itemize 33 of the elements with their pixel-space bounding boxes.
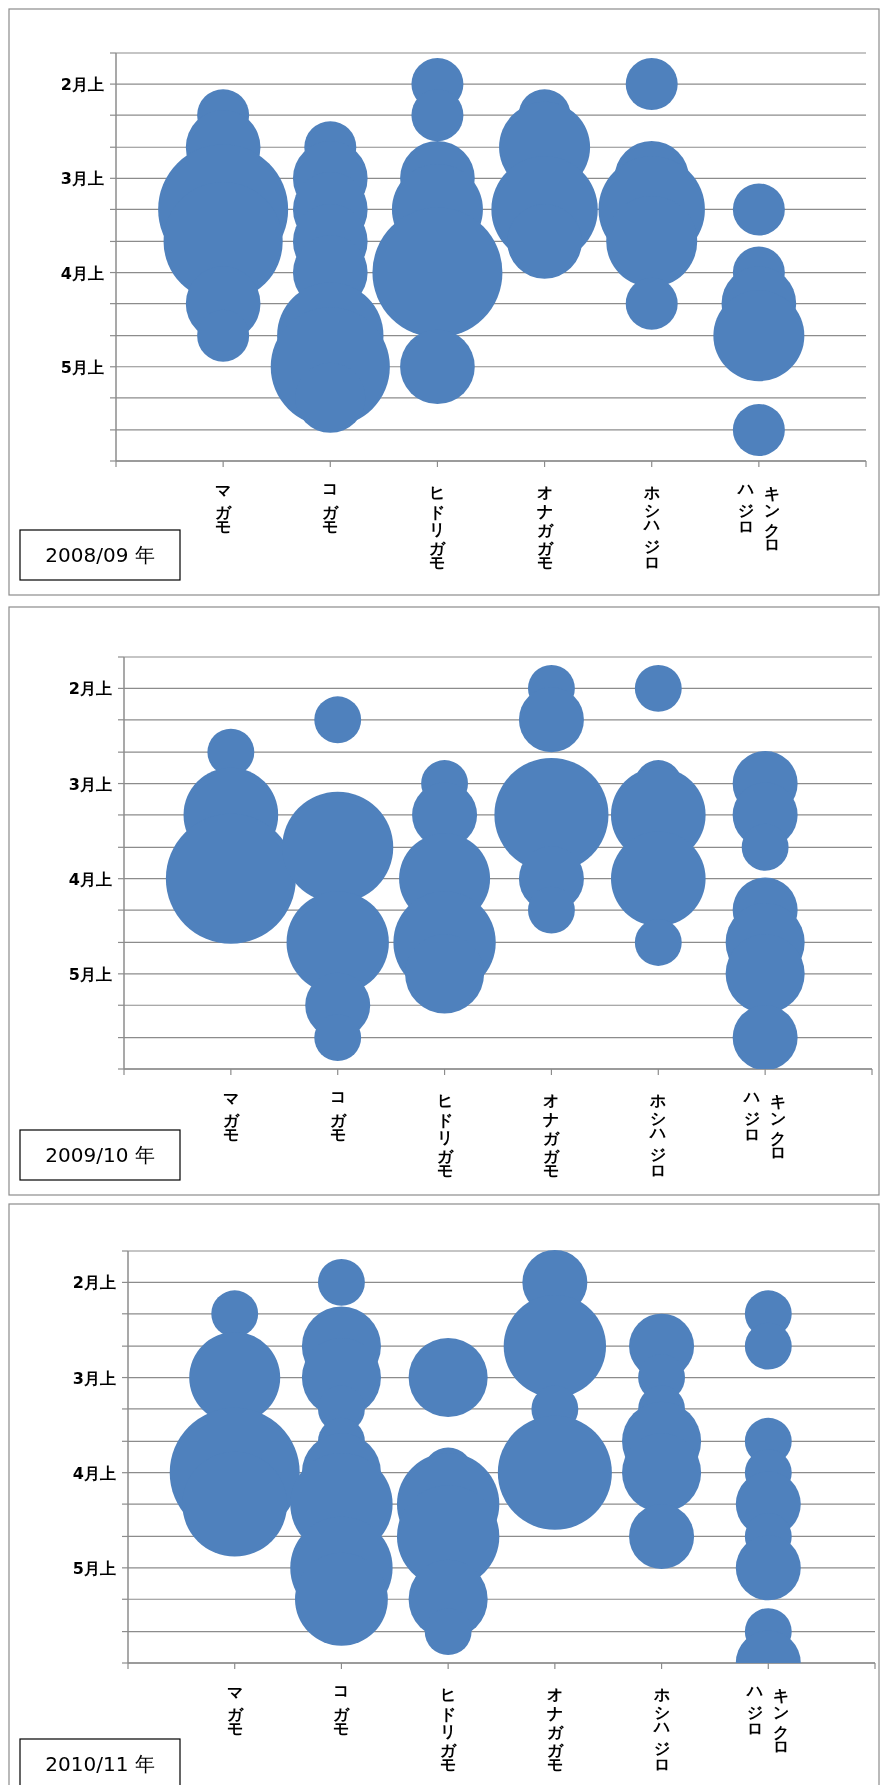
- x-tick-label: コガモ: [331, 1677, 353, 1731]
- y-tick-label: 2月上: [68, 679, 112, 699]
- x-tick-label: ホシハジロ: [648, 1083, 670, 1173]
- y-tick-label: 4月上: [72, 1463, 116, 1483]
- x-tick-label: キンクロハジロ: [742, 1083, 790, 1158]
- y-tick-label: 4月上: [68, 869, 112, 889]
- y-tick-label: 3月上: [72, 1368, 116, 1388]
- x-tick-label: コガモ: [320, 475, 342, 529]
- text: 2008/09 年: [45, 543, 155, 567]
- y-tick-label: 5月上: [68, 964, 112, 984]
- y-tick-label: 3月上: [60, 169, 104, 189]
- x-tick-label: ホシハジロ: [651, 1677, 673, 1767]
- y-tick-label: 5月上: [60, 357, 104, 377]
- x-tick-label: マガモ: [224, 1677, 246, 1731]
- x-tick-label: オナガガモ: [544, 1677, 566, 1767]
- y-tick-label: 5月上: [72, 1558, 116, 1578]
- y-tick-label: 2月上: [72, 1273, 116, 1293]
- x-tick-label: ヒドリガモ: [438, 1677, 460, 1767]
- x-tick-label: マガモ: [213, 475, 235, 529]
- x-tick-label: ホシハジロ: [641, 475, 663, 565]
- x-tick-label: ヒドリガモ: [434, 1083, 456, 1173]
- x-tick-label: キンクロハジロ: [745, 1677, 793, 1752]
- x-tick-label: オナガガモ: [541, 1083, 563, 1173]
- y-tick-label: 4月上: [60, 263, 104, 283]
- x-tick-label: オナガガモ: [534, 475, 556, 565]
- text: 2010/11 年: [45, 1752, 155, 1776]
- text: 2009/10 年: [45, 1143, 155, 1167]
- x-tick-label: キンクロハジロ: [735, 475, 783, 550]
- y-tick-label: 2月上: [60, 75, 104, 95]
- x-tick-label: ヒドリガモ: [427, 475, 449, 565]
- x-tick-label: コガモ: [327, 1083, 349, 1137]
- y-tick-label: 3月上: [68, 774, 112, 794]
- x-tick-label: マガモ: [220, 1083, 242, 1137]
